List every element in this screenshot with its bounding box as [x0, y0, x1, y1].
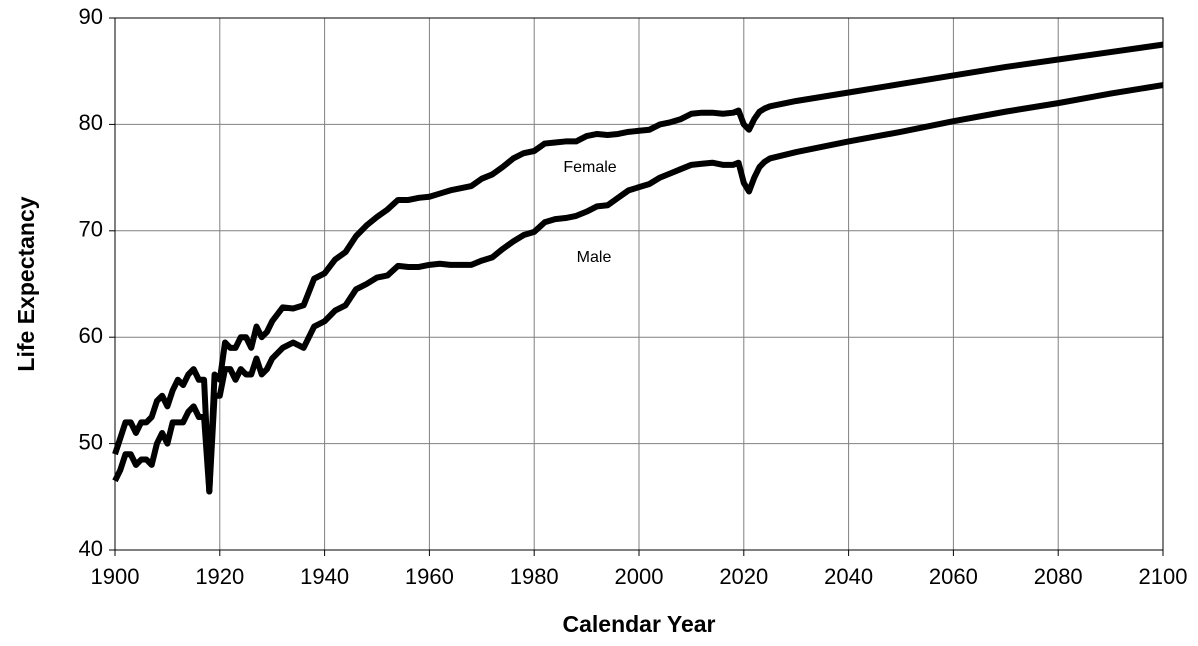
y-axis-label: Life Expectancy [13, 196, 39, 371]
series-annotation: Female [563, 159, 616, 176]
y-tick-label: 50 [79, 429, 103, 454]
x-tick-label: 2020 [719, 564, 768, 589]
x-tick-label: 1920 [195, 564, 244, 589]
x-tick-label: 2060 [929, 564, 978, 589]
y-tick-label: 70 [79, 217, 103, 242]
x-tick-label: 2040 [824, 564, 873, 589]
y-tick-label: 60 [79, 323, 103, 348]
plot-frame [114, 17, 1164, 551]
y-tick-label: 90 [79, 4, 103, 29]
series-line [112, 41, 1164, 495]
x-tick-label: 2000 [615, 564, 664, 589]
y-tick-label: 40 [79, 536, 103, 561]
y-tick-label: 80 [79, 110, 103, 135]
x-tick-label: 1900 [91, 564, 140, 589]
x-tick-label: 2080 [1034, 564, 1083, 589]
x-tick-label: 1940 [300, 564, 349, 589]
series-annotation: Male [577, 249, 612, 266]
x-axis-label: Calendar Year [562, 611, 715, 637]
x-tick-label: 2100 [1139, 564, 1188, 589]
x-tick-label: 1960 [405, 564, 454, 589]
x-tick-label: 1980 [510, 564, 559, 589]
series-line [112, 82, 1164, 495]
